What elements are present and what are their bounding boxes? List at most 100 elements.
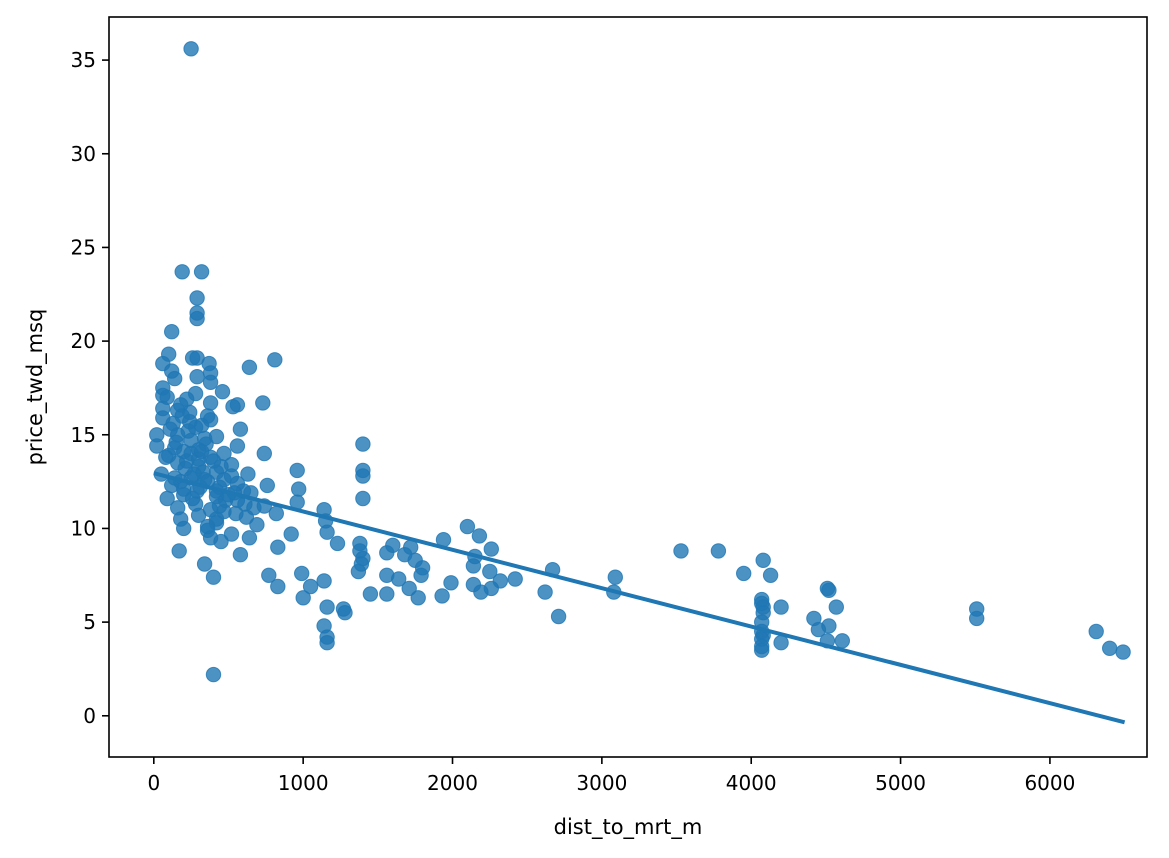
data-point xyxy=(174,264,190,280)
y-tick-label: 35 xyxy=(71,48,96,72)
x-tick-label: 6000 xyxy=(1024,771,1075,795)
data-point xyxy=(159,490,175,507)
data-point xyxy=(1115,644,1131,660)
data-point xyxy=(184,490,201,507)
data-point xyxy=(205,569,222,585)
data-point xyxy=(473,584,489,600)
data-point xyxy=(256,445,272,462)
data-point xyxy=(177,460,193,477)
data-point xyxy=(196,556,213,572)
data-point xyxy=(434,588,450,604)
data-point xyxy=(240,466,256,482)
data-point xyxy=(205,453,222,469)
data-point xyxy=(471,528,488,544)
data-point xyxy=(483,541,499,557)
data-point xyxy=(355,436,371,452)
data-point xyxy=(193,443,210,460)
data-point xyxy=(1102,640,1118,656)
y-axis-label: price_twd_msq xyxy=(23,309,48,466)
y-tick-label: 20 xyxy=(71,329,96,353)
data-point xyxy=(607,569,623,585)
data-point xyxy=(969,610,985,627)
data-point xyxy=(316,573,332,589)
x-axis-label: dist_to_mrt_m xyxy=(554,815,703,840)
data-point xyxy=(159,389,175,405)
data-point xyxy=(413,567,429,583)
data-point xyxy=(176,520,192,537)
data-point xyxy=(673,543,689,559)
data-point xyxy=(241,530,258,546)
data-point xyxy=(482,563,498,580)
data-point xyxy=(355,468,371,484)
y-tick-label: 5 xyxy=(83,610,96,634)
x-tick-label: 0 xyxy=(147,771,160,795)
data-point xyxy=(168,434,184,450)
y-tick-label: 30 xyxy=(71,142,96,166)
data-point xyxy=(189,310,205,327)
data-point xyxy=(229,438,246,454)
data-point xyxy=(158,449,174,465)
y-tick-label: 10 xyxy=(71,516,96,540)
data-point xyxy=(270,578,286,595)
data-point xyxy=(249,517,265,533)
x-tick-label: 3000 xyxy=(576,771,627,795)
data-point xyxy=(773,599,789,615)
data-point xyxy=(214,384,231,400)
data-point xyxy=(379,545,395,561)
data-point xyxy=(283,526,299,542)
data-point xyxy=(167,370,183,387)
data-point xyxy=(362,586,379,602)
data-point xyxy=(821,582,837,598)
data-point xyxy=(294,565,310,582)
data-point xyxy=(828,599,844,615)
data-point xyxy=(302,578,319,595)
data-point xyxy=(295,590,311,606)
data-point xyxy=(319,524,335,540)
data-point xyxy=(379,586,395,602)
data-point xyxy=(1088,623,1104,640)
regression-line-group xyxy=(153,471,1126,725)
data-point xyxy=(834,633,850,649)
y-tick-label: 0 xyxy=(83,704,96,728)
data-point xyxy=(246,500,262,516)
data-point xyxy=(225,399,241,415)
data-point xyxy=(205,666,222,683)
data-point xyxy=(213,533,229,550)
x-tick-label: 5000 xyxy=(875,771,926,795)
scatter-points xyxy=(149,41,1131,683)
data-point xyxy=(228,505,244,522)
data-point xyxy=(355,490,371,507)
plot-area xyxy=(108,16,1148,758)
data-point xyxy=(241,359,258,375)
data-point xyxy=(755,552,771,568)
data-point xyxy=(267,352,283,368)
data-point xyxy=(232,547,249,563)
data-point xyxy=(459,518,476,535)
data-point xyxy=(164,324,180,340)
data-point xyxy=(162,421,178,437)
data-point xyxy=(216,472,232,488)
data-point xyxy=(270,539,286,555)
data-point xyxy=(391,571,407,587)
x-tick-label: 2000 xyxy=(427,771,478,795)
data-point xyxy=(537,584,553,600)
y-axis-ticks: 0 5 10 15 20 25 30 35 xyxy=(71,48,109,728)
data-point xyxy=(736,565,752,582)
data-point xyxy=(261,567,277,583)
data-point xyxy=(202,374,219,390)
data-point xyxy=(223,526,240,542)
data-point xyxy=(202,395,219,411)
data-point xyxy=(319,635,335,651)
data-point xyxy=(443,575,459,591)
data-point xyxy=(410,590,426,606)
data-point xyxy=(710,543,727,559)
data-point xyxy=(550,608,567,625)
data-point xyxy=(773,635,789,651)
data-point xyxy=(255,395,271,411)
data-point xyxy=(762,567,779,583)
x-tick-label: 4000 xyxy=(726,771,777,795)
data-point xyxy=(810,621,827,638)
data-point xyxy=(149,438,165,454)
data-point xyxy=(268,505,284,522)
